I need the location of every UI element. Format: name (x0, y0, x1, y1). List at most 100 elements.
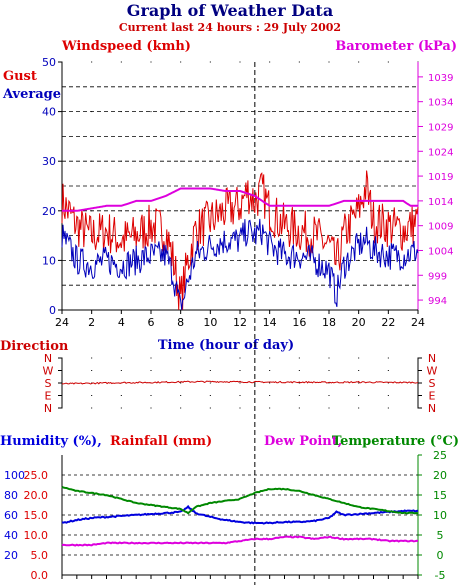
grid-dot (358, 407, 360, 409)
humidity-axis-label: Humidity (%), (0, 434, 102, 449)
grid-dot (239, 357, 241, 359)
grid-dot (209, 259, 211, 261)
barometer-series-line (62, 187, 418, 212)
grid-dot (387, 407, 389, 409)
grid-dot (358, 160, 360, 162)
grid-dot (239, 395, 241, 396)
grid-dot (150, 395, 152, 396)
time-tick-label: 14 (263, 316, 277, 329)
grid-dot (239, 407, 241, 409)
barometer-tick-label: 1014 (428, 197, 453, 208)
grid-dot (328, 61, 330, 63)
grid-dot (209, 382, 211, 384)
gust-legend-label: Gust (3, 69, 37, 84)
windspeed-tick-label: 50 (42, 56, 56, 69)
grid-dot (91, 370, 93, 371)
grid-dot (328, 259, 330, 261)
grid-dot (239, 61, 241, 63)
grid-dot (150, 370, 152, 371)
direction-tick-label: S (45, 377, 52, 390)
grid-dot (387, 382, 389, 384)
grid-dot (328, 210, 330, 212)
grid-dot (298, 111, 300, 113)
windspeed-axis-label: Windspeed (kmh) (61, 39, 191, 54)
temperature-tick-label: 15 (433, 489, 447, 502)
time-axis-label: Time (hour of day) (158, 338, 294, 353)
grid-dot (328, 370, 330, 371)
time-tick-label: 24 (411, 316, 425, 329)
dewpoint-series-line (61, 535, 419, 547)
rainfall-tick-label: 5.0 (31, 549, 49, 562)
grid-dot (328, 395, 330, 396)
grid-dot (239, 382, 241, 384)
grid-dot (209, 395, 211, 396)
grid-dot (120, 357, 122, 359)
direction-tick-label: E (45, 390, 52, 403)
rainfall-axis-label: Rainfall (mm) (110, 434, 212, 449)
grid-dot (358, 210, 360, 212)
direction-tick-label: N (44, 352, 52, 365)
grid-dot (269, 357, 271, 359)
grid-dot (298, 259, 300, 261)
grid-dot (180, 382, 182, 384)
grid-dot (91, 61, 93, 63)
direction-tick-label: W (43, 365, 54, 378)
grid-dot (209, 370, 211, 371)
temperature-axis-label: Temperature (°C) (332, 434, 459, 449)
time-tick-label: 24 (55, 316, 69, 329)
grid-dot (150, 61, 152, 63)
temperature-tick-label: 0 (437, 549, 444, 562)
grid-dot (180, 160, 182, 162)
grid-dot (180, 370, 182, 371)
time-tick-label: 20 (352, 316, 366, 329)
rainfall-tick-label: 0.0 (31, 569, 49, 582)
grid-dot (239, 370, 241, 371)
grid-dot (180, 259, 182, 261)
average-series-line (61, 218, 419, 311)
grid-dot (91, 111, 93, 113)
dewpoint-axis-label: Dew Point, (264, 434, 342, 449)
grid-dot (269, 259, 271, 261)
rainfall-tick-label: 15.0 (24, 509, 49, 522)
grid-dot (91, 210, 93, 212)
humidity-tick-label: 20 (4, 549, 18, 562)
barometer-tick-label: 1024 (428, 147, 453, 158)
grid-dot (120, 111, 122, 113)
direction-tick-label: N (428, 352, 436, 365)
grid-dot (61, 370, 63, 371)
grid-dot (91, 395, 93, 396)
grid-dot (328, 407, 330, 409)
grid-dot (120, 61, 122, 63)
grid-dot (239, 111, 241, 113)
grid-dot (358, 61, 360, 63)
grid-dot (417, 370, 419, 371)
grid-dot (358, 382, 360, 384)
time-tick-label: 12 (233, 316, 247, 329)
grid-dot (387, 370, 389, 371)
direction-tick-label: N (44, 402, 52, 415)
humidity-tick-label: 40 (4, 529, 18, 542)
grid-dot (120, 407, 122, 409)
direction-tick-label: S (429, 377, 436, 390)
grid-dot (387, 210, 389, 212)
grid-dot (91, 160, 93, 162)
barometer-tick-label: 1004 (428, 246, 453, 257)
grid-dot (298, 61, 300, 63)
grid-dot (180, 61, 182, 63)
grid-dot (358, 111, 360, 113)
windspeed-tick-label: 10 (42, 254, 56, 267)
grid-dot (91, 382, 93, 384)
temperature-tick-label: -5 (435, 569, 446, 582)
grid-dot (91, 357, 93, 359)
grid-dot (150, 160, 152, 162)
grid-dot (180, 111, 182, 113)
barometer-tick-label: 1019 (428, 172, 453, 183)
grid-dot (61, 382, 63, 384)
grid-dot (91, 407, 93, 409)
windspeed-tick-label: 0 (49, 304, 56, 317)
grid-dot (61, 395, 63, 396)
grid-dot (269, 61, 271, 63)
grid-dot (269, 111, 271, 113)
grid-dot (417, 357, 419, 359)
